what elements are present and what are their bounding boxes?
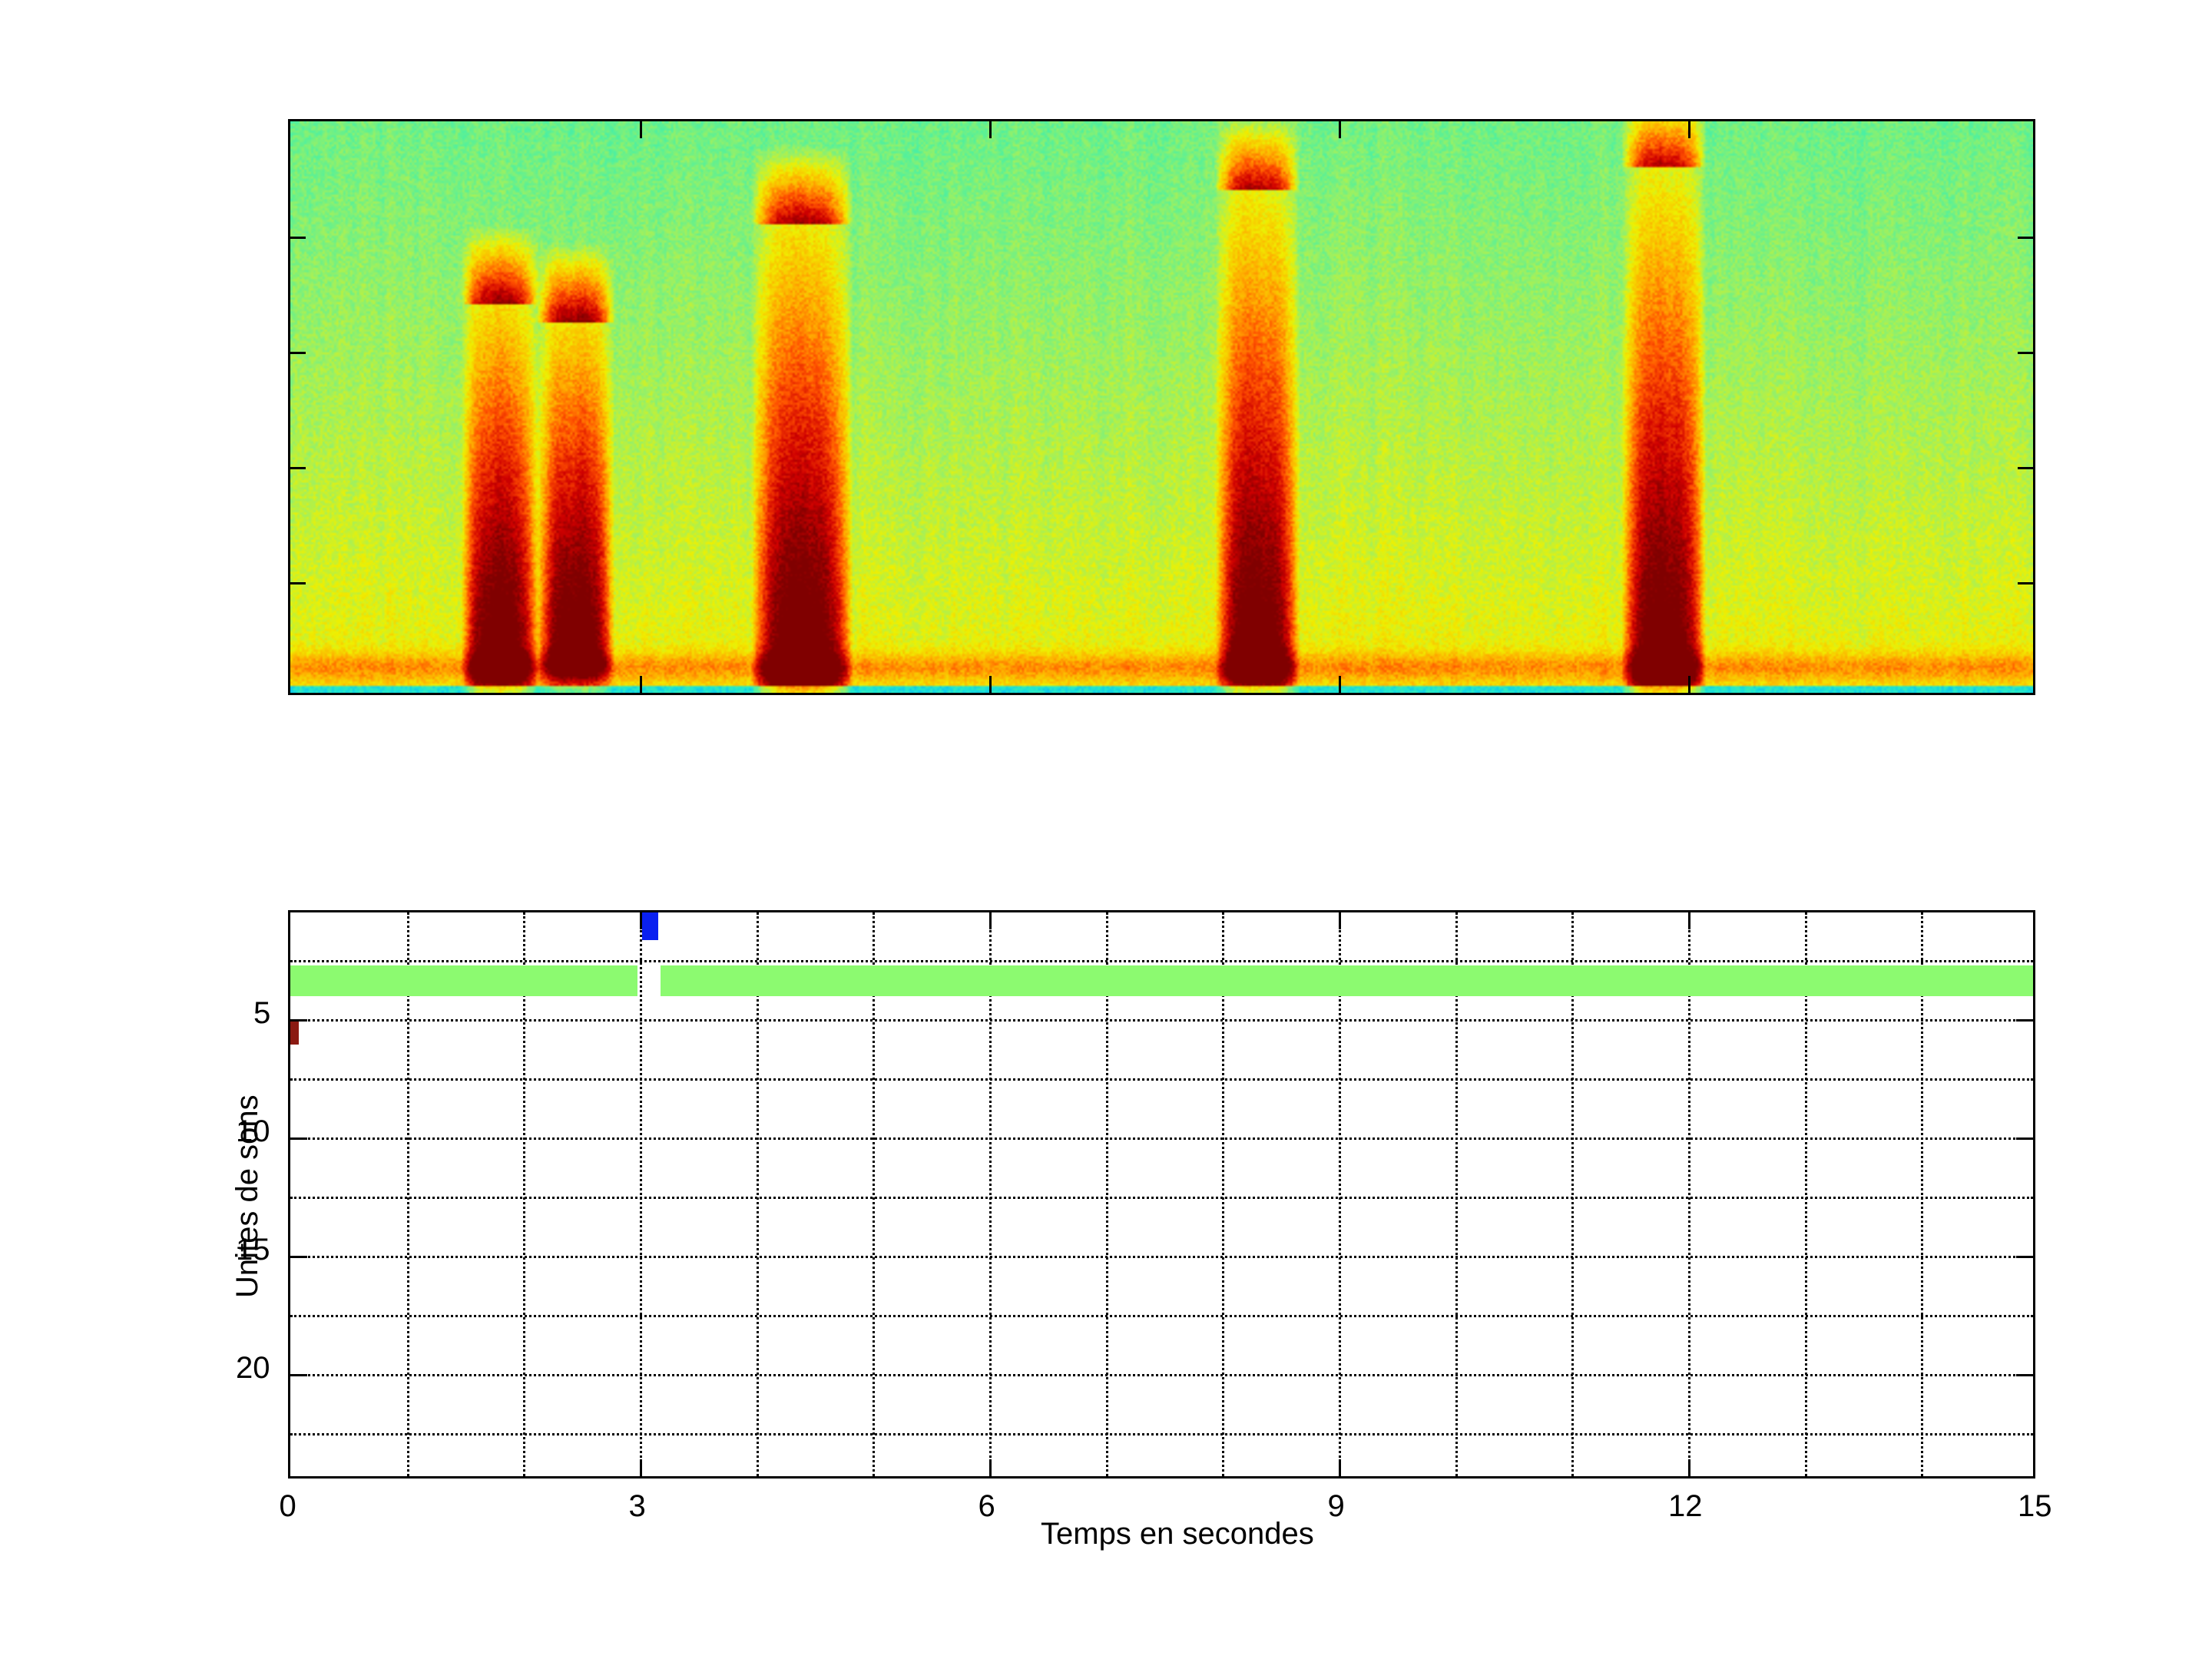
units-x-tick-label: 0 <box>279 1489 296 1523</box>
spectrogram-x-tick <box>640 676 642 693</box>
spectrogram-y-tick <box>290 352 306 354</box>
units-grid-vertical <box>1688 912 1690 1476</box>
units-y-tick <box>2016 1137 2033 1140</box>
unit-segment[interactable] <box>661 965 2033 997</box>
units-grid-horizontal <box>290 959 2033 962</box>
spectrogram-y-tick <box>2018 352 2033 354</box>
spectrogram-y-tick <box>290 467 306 469</box>
spectrogram-x-tick <box>1688 676 1690 693</box>
units-y-tick <box>2016 1018 2033 1022</box>
spectrogram-x-tick <box>989 121 992 138</box>
units-plot-area <box>288 910 2035 1479</box>
spectrogram-y-tick <box>290 237 306 239</box>
spectrogram-y-tick <box>2018 467 2033 469</box>
units-x-tick <box>640 912 642 929</box>
units-x-tick <box>1688 912 1690 929</box>
units-plot-inner <box>290 912 2033 1476</box>
units-x-axis-label: Temps en secondes <box>1041 1517 1314 1551</box>
units-y-tick <box>290 1374 307 1377</box>
units-y-tick-label: 10 <box>236 1114 270 1148</box>
units-x-tick <box>989 1459 992 1476</box>
units-y-tick <box>2016 1374 2033 1377</box>
units-x-tick-label: 9 <box>1327 1489 1345 1523</box>
units-x-tick-label: 3 <box>628 1489 646 1523</box>
units-grid-vertical <box>1105 912 1108 1476</box>
units-y-tick <box>290 1018 307 1022</box>
unit-segment[interactable] <box>290 965 637 997</box>
spectrogram-x-tick <box>1688 121 1690 138</box>
units-grid-horizontal <box>290 1078 2033 1081</box>
spectrogram-image <box>290 121 2033 693</box>
units-grid-vertical <box>1222 912 1225 1476</box>
units-grid-horizontal <box>290 1256 2033 1259</box>
units-grid-vertical <box>1571 912 1575 1476</box>
units-x-tick <box>989 912 992 929</box>
units-grid-horizontal <box>290 1018 2033 1022</box>
units-grid-vertical <box>1455 912 1458 1476</box>
spectrogram-y-tick <box>2018 237 2033 239</box>
units-grid-horizontal <box>290 1137 2033 1140</box>
units-grid-horizontal <box>290 1374 2033 1377</box>
units-grid-vertical <box>406 912 409 1476</box>
units-y-tick-label: 20 <box>236 1351 270 1386</box>
units-grid-horizontal <box>290 1433 2033 1436</box>
units-grid-horizontal <box>290 1315 2033 1318</box>
units-x-tick <box>1339 912 1341 929</box>
units-grid-vertical <box>1804 912 1807 1476</box>
spectrogram-y-tick <box>2018 582 2033 584</box>
units-grid-vertical <box>1921 912 1924 1476</box>
units-grid-vertical <box>756 912 759 1476</box>
spectrogram-y-tick <box>290 582 306 584</box>
units-x-tick <box>1688 1459 1690 1476</box>
unit-segment[interactable] <box>642 912 659 941</box>
spectrogram-x-tick <box>1339 121 1341 138</box>
units-grid-vertical <box>873 912 876 1476</box>
spectrogram-plot-area <box>288 119 2035 695</box>
units-grid-vertical <box>989 912 992 1476</box>
units-grid-vertical <box>523 912 526 1476</box>
unit-segment[interactable] <box>290 1019 300 1045</box>
units-x-tick-label: 6 <box>978 1489 995 1523</box>
units-grid-vertical <box>1339 912 1341 1476</box>
units-y-tick <box>2016 1256 2033 1259</box>
units-y-tick <box>290 1256 307 1259</box>
units-y-tick <box>290 1137 307 1140</box>
units-grid-vertical <box>640 912 642 1476</box>
units-grid-horizontal <box>290 1197 2033 1199</box>
units-x-tick <box>1339 1459 1341 1476</box>
units-y-tick-label: 15 <box>236 1233 270 1267</box>
spectrogram-x-tick <box>640 121 642 138</box>
units-x-tick <box>640 1459 642 1476</box>
units-x-tick-label: 15 <box>2018 1489 2052 1523</box>
units-x-tick-label: 12 <box>1668 1489 1703 1523</box>
spectrogram-x-tick <box>989 676 992 693</box>
units-y-tick-label: 5 <box>253 995 271 1030</box>
spectrogram-x-tick <box>1339 676 1341 693</box>
